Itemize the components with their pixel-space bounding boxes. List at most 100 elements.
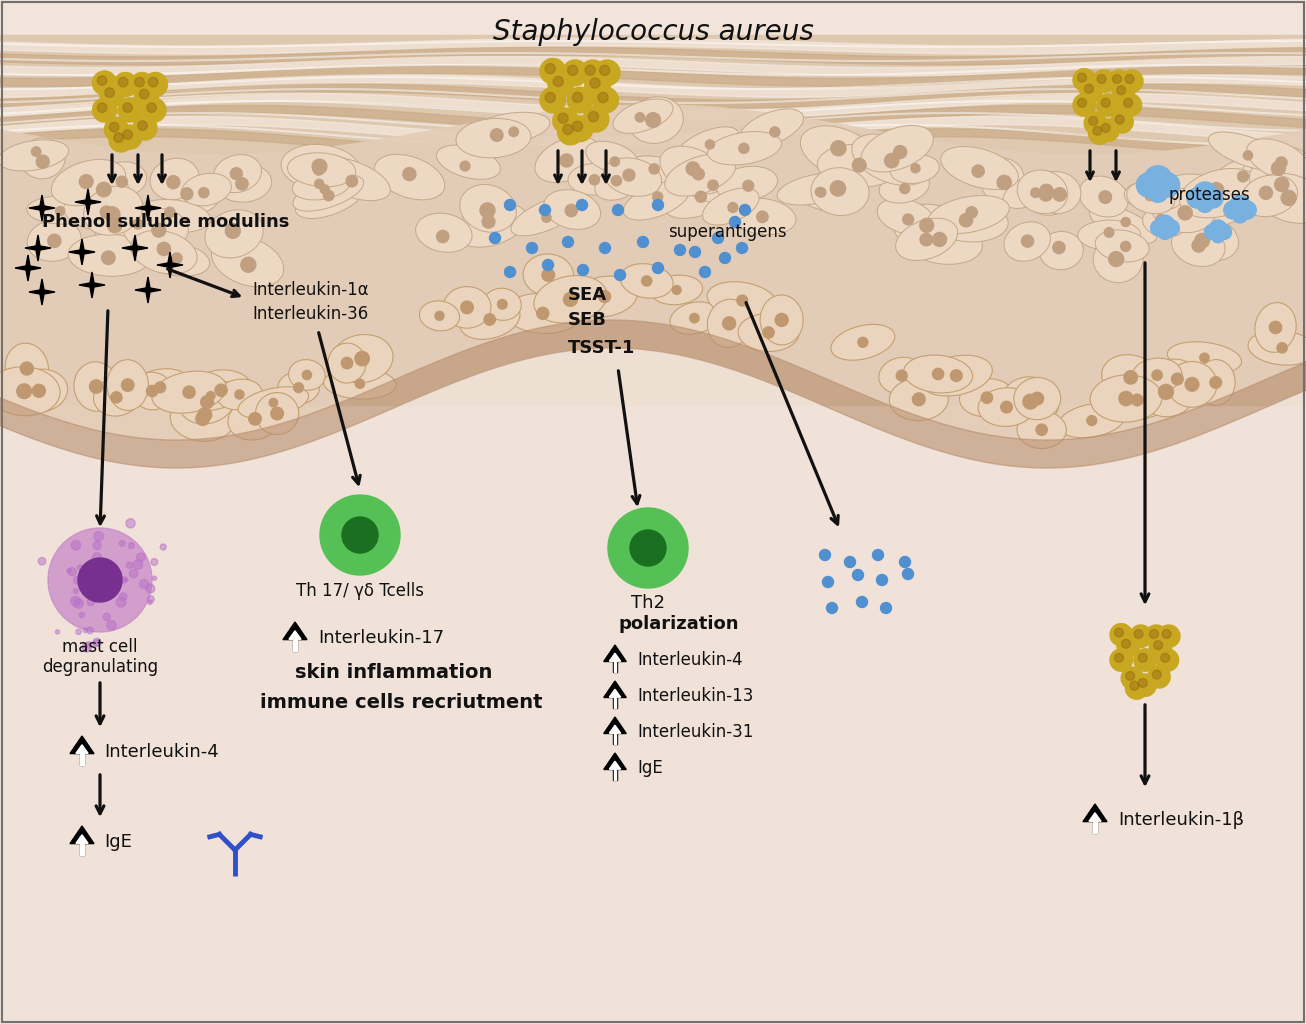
Circle shape	[1281, 190, 1296, 206]
Circle shape	[1000, 401, 1012, 413]
Circle shape	[48, 528, 151, 632]
Circle shape	[1077, 98, 1087, 108]
Circle shape	[1162, 630, 1171, 638]
Circle shape	[815, 187, 824, 197]
Circle shape	[1100, 190, 1111, 204]
Circle shape	[1157, 625, 1181, 647]
Circle shape	[912, 164, 919, 173]
Bar	[293, 639, 298, 651]
Ellipse shape	[328, 343, 366, 383]
Circle shape	[727, 203, 738, 212]
Circle shape	[80, 175, 93, 188]
Circle shape	[756, 211, 768, 222]
Ellipse shape	[1132, 358, 1182, 392]
Circle shape	[104, 207, 120, 222]
Circle shape	[84, 590, 90, 595]
Text: SEB: SEB	[568, 311, 607, 329]
Text: IgE: IgE	[637, 759, 662, 777]
Circle shape	[1134, 649, 1156, 671]
Text: immune cells recriutment: immune cells recriutment	[260, 692, 542, 712]
Polygon shape	[603, 681, 627, 697]
Circle shape	[951, 370, 963, 382]
Ellipse shape	[904, 220, 982, 264]
Circle shape	[114, 73, 137, 96]
Polygon shape	[14, 255, 40, 281]
Circle shape	[853, 159, 866, 172]
Circle shape	[1192, 182, 1217, 206]
Polygon shape	[603, 717, 627, 733]
Circle shape	[90, 380, 103, 393]
Circle shape	[1021, 236, 1033, 247]
Circle shape	[402, 168, 415, 180]
Ellipse shape	[124, 208, 188, 252]
Circle shape	[558, 119, 584, 144]
Ellipse shape	[801, 126, 879, 178]
Circle shape	[481, 203, 495, 218]
Bar	[614, 733, 616, 744]
Ellipse shape	[324, 369, 396, 399]
Circle shape	[99, 581, 106, 587]
Ellipse shape	[660, 146, 726, 195]
Circle shape	[1101, 124, 1110, 132]
Circle shape	[1087, 416, 1097, 426]
Bar	[613, 733, 618, 744]
Circle shape	[653, 191, 662, 202]
Circle shape	[106, 560, 111, 564]
Circle shape	[460, 161, 470, 171]
Ellipse shape	[879, 357, 925, 394]
Circle shape	[554, 77, 563, 87]
Ellipse shape	[1152, 188, 1216, 232]
Circle shape	[737, 243, 747, 254]
Circle shape	[153, 577, 157, 581]
Circle shape	[461, 301, 473, 313]
Ellipse shape	[84, 186, 142, 236]
Ellipse shape	[831, 325, 895, 360]
Ellipse shape	[142, 243, 210, 276]
Circle shape	[1030, 392, 1043, 404]
Circle shape	[1111, 111, 1134, 133]
Ellipse shape	[1124, 181, 1183, 211]
Ellipse shape	[708, 299, 751, 347]
Polygon shape	[69, 239, 95, 265]
Ellipse shape	[1058, 403, 1126, 438]
Circle shape	[82, 643, 91, 652]
Circle shape	[140, 580, 149, 589]
Ellipse shape	[287, 153, 355, 186]
Ellipse shape	[179, 380, 235, 424]
Circle shape	[37, 155, 50, 168]
Ellipse shape	[1255, 302, 1296, 352]
Circle shape	[31, 146, 40, 157]
Circle shape	[146, 102, 157, 113]
Ellipse shape	[703, 188, 759, 225]
Ellipse shape	[150, 159, 199, 200]
Text: Th2: Th2	[631, 594, 665, 612]
Circle shape	[342, 517, 377, 553]
Circle shape	[1156, 214, 1165, 224]
Circle shape	[99, 581, 108, 589]
Circle shape	[56, 207, 65, 216]
Ellipse shape	[205, 210, 264, 258]
Circle shape	[896, 370, 908, 381]
Text: Interleukin-4: Interleukin-4	[637, 651, 743, 669]
Ellipse shape	[620, 263, 673, 298]
Ellipse shape	[1171, 224, 1225, 266]
Circle shape	[199, 408, 212, 422]
Circle shape	[101, 558, 107, 564]
Circle shape	[93, 640, 99, 646]
Circle shape	[114, 569, 121, 579]
Text: Interleukin-36: Interleukin-36	[252, 305, 368, 323]
Ellipse shape	[1249, 331, 1306, 366]
Circle shape	[110, 580, 115, 586]
Text: degranulating: degranulating	[42, 658, 158, 676]
Text: polarization: polarization	[618, 615, 738, 633]
Ellipse shape	[180, 381, 242, 411]
Ellipse shape	[456, 119, 532, 158]
Ellipse shape	[1040, 231, 1083, 269]
Circle shape	[127, 562, 133, 568]
Ellipse shape	[1241, 175, 1298, 217]
Circle shape	[1152, 670, 1161, 679]
Bar	[614, 769, 616, 780]
Circle shape	[1119, 94, 1141, 117]
Circle shape	[1134, 674, 1156, 696]
Ellipse shape	[675, 127, 739, 164]
